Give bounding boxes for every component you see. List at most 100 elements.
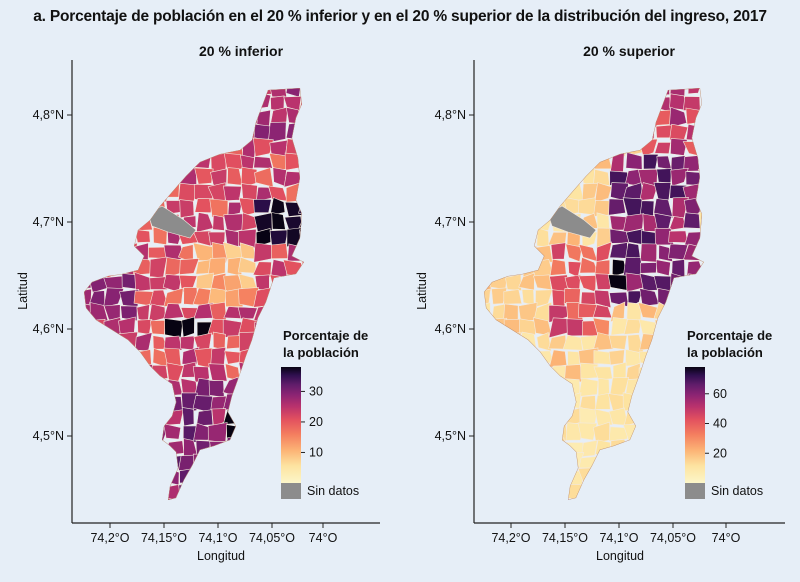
x-tick-label: 74,1°O bbox=[599, 531, 638, 545]
district-163 bbox=[518, 226, 537, 249]
district-255 bbox=[298, 304, 304, 321]
district-85 bbox=[150, 153, 170, 174]
district-419 bbox=[520, 470, 539, 486]
choropleth-map-top-20 bbox=[484, 88, 704, 500]
district-45 bbox=[668, 106, 688, 129]
panel-title: 20 % superior bbox=[583, 43, 675, 59]
district-5 bbox=[150, 88, 165, 98]
district-428 bbox=[653, 468, 673, 488]
district-331 bbox=[238, 380, 259, 399]
district-71 bbox=[181, 137, 198, 159]
district-116 bbox=[133, 185, 151, 202]
district-4 bbox=[533, 88, 555, 98]
district-262 bbox=[566, 318, 585, 337]
district-444 bbox=[252, 483, 271, 500]
district-24 bbox=[197, 95, 213, 112]
legend-title-line-2: la población bbox=[687, 345, 763, 360]
district-66 bbox=[103, 138, 121, 155]
district-291 bbox=[521, 347, 538, 369]
district-160 bbox=[484, 230, 493, 249]
district-92 bbox=[656, 155, 672, 170]
district-63 bbox=[699, 123, 704, 142]
district-81 bbox=[87, 152, 106, 173]
district-421 bbox=[552, 466, 566, 485]
district-380 bbox=[256, 425, 274, 440]
district-177 bbox=[488, 243, 508, 263]
district-404 bbox=[135, 451, 153, 473]
district-182 bbox=[565, 243, 583, 263]
district-99 bbox=[521, 166, 535, 188]
district-95 bbox=[303, 153, 304, 174]
district-385 bbox=[89, 437, 107, 455]
legend-title-line-1: Porcentaje de bbox=[283, 328, 368, 343]
district-96 bbox=[84, 169, 94, 188]
district-425 bbox=[610, 471, 626, 487]
district-58 bbox=[624, 124, 642, 141]
district-256 bbox=[84, 320, 91, 339]
district-306 bbox=[506, 363, 519, 382]
district-82 bbox=[103, 153, 119, 172]
district-285 bbox=[670, 333, 688, 352]
district-34 bbox=[104, 111, 124, 127]
district-325 bbox=[549, 379, 569, 397]
district-100 bbox=[138, 166, 155, 185]
district-441 bbox=[611, 482, 626, 500]
district-42 bbox=[623, 107, 643, 126]
district-429 bbox=[668, 470, 687, 488]
district-125 bbox=[268, 185, 288, 202]
district-3 bbox=[122, 88, 139, 97]
district-434 bbox=[507, 481, 521, 500]
district-33 bbox=[88, 108, 110, 126]
district-9 bbox=[211, 88, 227, 97]
district-180 bbox=[535, 245, 553, 263]
district-97 bbox=[488, 170, 510, 185]
district-412 bbox=[253, 455, 271, 473]
district-254 bbox=[683, 304, 704, 319]
district-368 bbox=[84, 423, 95, 442]
district-16 bbox=[484, 95, 493, 109]
district-229 bbox=[551, 289, 566, 307]
x-tick-label: 74,05°O bbox=[249, 531, 295, 545]
district-47 bbox=[699, 107, 704, 124]
district-251 bbox=[237, 306, 258, 320]
district-152 bbox=[196, 212, 214, 233]
district-410 bbox=[225, 452, 243, 469]
district-386 bbox=[103, 438, 124, 457]
district-0 bbox=[484, 88, 494, 97]
legend-tick-label: 60 bbox=[713, 387, 727, 401]
district-69 bbox=[550, 137, 570, 157]
y-axis-title: Latitud bbox=[16, 272, 30, 310]
district-40 bbox=[592, 108, 614, 126]
district-395 bbox=[638, 437, 658, 455]
district-48 bbox=[84, 122, 91, 141]
district-317 bbox=[670, 362, 688, 382]
district-230 bbox=[163, 287, 184, 308]
district-272 bbox=[84, 334, 92, 353]
district-253 bbox=[268, 302, 287, 321]
district-187 bbox=[640, 243, 658, 263]
district-340 bbox=[134, 393, 151, 413]
district-135 bbox=[179, 199, 195, 219]
district-321 bbox=[91, 379, 108, 395]
district-38 bbox=[162, 111, 184, 126]
district-419 bbox=[121, 467, 140, 487]
district-43 bbox=[641, 110, 658, 129]
district-436 bbox=[532, 484, 555, 500]
district-175 bbox=[298, 226, 304, 248]
district-388 bbox=[135, 438, 155, 457]
district-35 bbox=[522, 108, 537, 125]
district-80 bbox=[84, 153, 94, 173]
district-128 bbox=[84, 196, 95, 218]
district-339 bbox=[517, 392, 540, 411]
district-342 bbox=[563, 392, 582, 409]
district-254 bbox=[286, 302, 304, 321]
district-340 bbox=[534, 394, 553, 411]
district-190 bbox=[287, 243, 304, 262]
district-113 bbox=[487, 184, 504, 203]
district-388 bbox=[534, 437, 554, 454]
y-tick-label: 4,6°N bbox=[435, 322, 466, 336]
district-243 bbox=[120, 305, 138, 322]
district-164 bbox=[134, 229, 151, 243]
district-72 bbox=[193, 136, 213, 158]
district-372 bbox=[535, 425, 554, 443]
